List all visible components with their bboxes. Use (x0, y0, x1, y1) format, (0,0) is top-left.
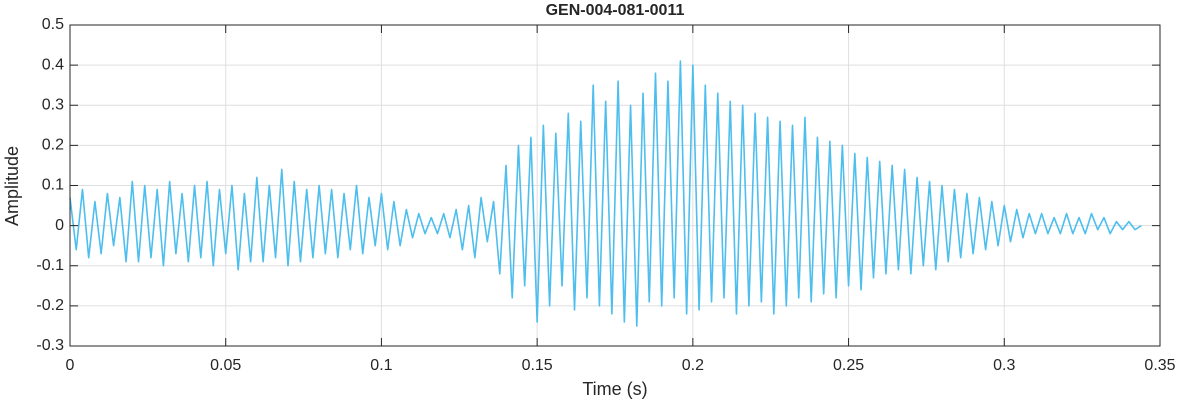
y-tick-label: 0.1 (42, 177, 64, 194)
y-tick-label: -0.1 (36, 257, 64, 274)
x-tick-label: 0.1 (370, 357, 392, 374)
y-tick-label: 0.5 (42, 16, 64, 33)
x-tick-label: 0.35 (1144, 357, 1175, 374)
y-tick-label: -0.3 (36, 337, 64, 354)
y-tick-label: -0.2 (36, 297, 64, 314)
x-tick-label: 0.3 (993, 357, 1015, 374)
plot (69, 60, 1142, 327)
y-axis-label: Amplitude (2, 146, 22, 226)
axes-box (69, 24, 1161, 347)
y-tick-label: 0.2 (42, 137, 64, 154)
x-axis-label: Time (s) (582, 379, 647, 399)
y-tick-label: 0 (55, 217, 64, 234)
x-tick-label: 0.05 (210, 357, 241, 374)
y-tick-label: 0.4 (42, 56, 64, 73)
waveform-line (69, 60, 1142, 327)
y-tick-label: 0.3 (42, 96, 64, 113)
x-tick-label: 0.25 (833, 357, 864, 374)
x-tick-label: 0.15 (522, 357, 553, 374)
x-tick-label: 0.2 (682, 357, 704, 374)
chart-title: GEN-004-081-0011 (546, 2, 685, 19)
x-tick-label: 0 (66, 357, 75, 374)
